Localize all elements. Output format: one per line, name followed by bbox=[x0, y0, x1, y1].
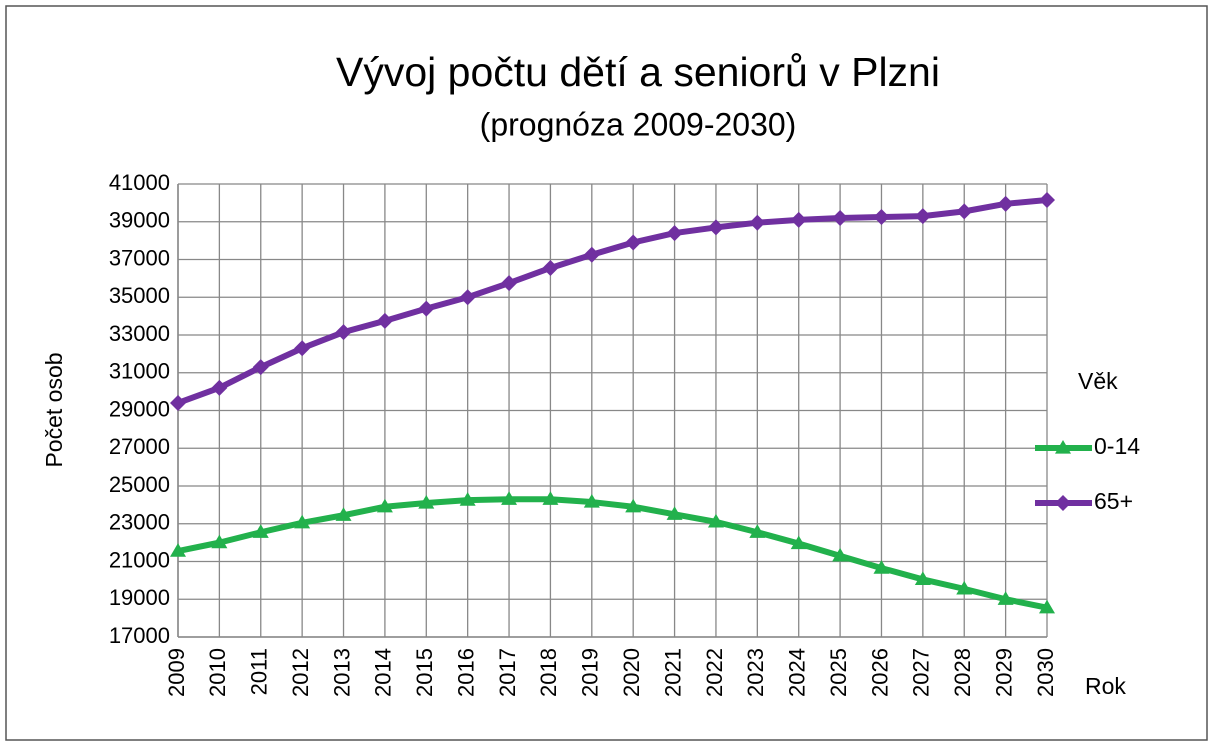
marker bbox=[832, 209, 849, 226]
y-tick-label: 17000 bbox=[109, 623, 170, 648]
marker bbox=[997, 195, 1014, 212]
marker bbox=[376, 498, 393, 513]
x-tick-label: 2010 bbox=[205, 648, 230, 697]
marker bbox=[1055, 440, 1071, 454]
marker bbox=[1055, 495, 1071, 511]
marker bbox=[211, 379, 228, 396]
marker bbox=[294, 340, 311, 357]
chart-title: Vývoj počtu dětí a seniorů v Plzni bbox=[336, 49, 940, 95]
marker bbox=[335, 324, 352, 341]
marker bbox=[211, 534, 228, 549]
y-tick-label: 31000 bbox=[109, 359, 170, 384]
marker bbox=[873, 209, 890, 226]
marker bbox=[252, 524, 269, 538]
x-tick-label: 2011 bbox=[247, 648, 272, 695]
x-tick-label: 2018 bbox=[536, 648, 561, 697]
x-tick-label: 2025 bbox=[826, 648, 851, 697]
chart-subtitle: (prognóza 2009-2030) bbox=[480, 106, 797, 142]
x-tick-label: 2017 bbox=[495, 648, 520, 697]
y-tick-label: 29000 bbox=[109, 396, 170, 421]
marker bbox=[666, 506, 683, 520]
marker bbox=[997, 591, 1014, 605]
y-tick-label: 25000 bbox=[109, 472, 170, 497]
marker bbox=[501, 275, 518, 292]
x-tick-label: 2015 bbox=[412, 648, 437, 697]
x-tick-label: 2024 bbox=[785, 648, 810, 697]
marker bbox=[956, 580, 973, 595]
marker bbox=[1039, 599, 1055, 614]
marker bbox=[707, 219, 724, 236]
marker bbox=[376, 312, 393, 329]
y-tick-label: 21000 bbox=[109, 547, 170, 572]
y-tick-label: 39000 bbox=[109, 208, 170, 233]
marker bbox=[418, 300, 435, 317]
marker bbox=[459, 492, 476, 506]
marker bbox=[790, 535, 807, 550]
x-tick-label: 2022 bbox=[702, 648, 727, 697]
marker bbox=[542, 491, 559, 505]
marker bbox=[873, 560, 890, 574]
marker bbox=[501, 491, 518, 505]
x-axis-label: Rok bbox=[1085, 673, 1126, 699]
x-tick-label: 2028 bbox=[950, 648, 975, 697]
marker bbox=[707, 513, 724, 528]
marker bbox=[170, 394, 186, 411]
marker bbox=[749, 524, 766, 538]
x-tick-label: 2013 bbox=[329, 648, 354, 697]
y-tick-label: 35000 bbox=[109, 283, 170, 308]
marker bbox=[914, 208, 931, 225]
x-tick-label: 2009 bbox=[164, 648, 189, 697]
x-tick-label: 2023 bbox=[743, 648, 768, 697]
series-line bbox=[177, 496, 1048, 611]
y-tick-label: 27000 bbox=[109, 434, 170, 459]
x-tick-label: 2030 bbox=[1033, 648, 1058, 697]
series-line bbox=[176, 197, 1048, 406]
x-tick-label: 2026 bbox=[867, 648, 892, 697]
legend-label: 0-14 bbox=[1094, 433, 1140, 459]
marker bbox=[252, 359, 269, 376]
marker bbox=[459, 289, 476, 306]
marker bbox=[914, 571, 931, 586]
x-tick-label: 2019 bbox=[578, 648, 603, 697]
marker bbox=[625, 498, 642, 513]
y-tick-label: 33000 bbox=[109, 321, 170, 346]
x-tick-label: 2014 bbox=[371, 648, 396, 697]
marker bbox=[749, 214, 766, 231]
legend-title: Věk bbox=[1078, 368, 1118, 394]
y-axis-label: Počet osob bbox=[41, 352, 67, 467]
marker bbox=[1039, 192, 1055, 209]
y-tick-label: 41000 bbox=[109, 170, 170, 195]
x-tick-label: 2012 bbox=[288, 648, 313, 697]
marker bbox=[956, 203, 973, 220]
marker bbox=[790, 211, 807, 228]
x-tick-label: 2020 bbox=[619, 648, 644, 697]
y-tick-label: 37000 bbox=[109, 245, 170, 270]
x-tick-label: 2016 bbox=[453, 648, 478, 697]
marker bbox=[335, 507, 352, 521]
legend-label: 65+ bbox=[1094, 488, 1133, 514]
y-tick-label: 23000 bbox=[109, 510, 170, 535]
marker bbox=[832, 547, 849, 562]
marker bbox=[625, 234, 642, 251]
marker bbox=[666, 225, 683, 242]
marker bbox=[542, 259, 559, 276]
marker bbox=[170, 543, 186, 557]
x-tick-label: 2029 bbox=[991, 648, 1016, 697]
marker bbox=[294, 514, 311, 529]
x-tick-label: 2027 bbox=[909, 648, 934, 697]
x-tick-label: 2021 bbox=[660, 648, 685, 697]
marker bbox=[418, 494, 435, 509]
marker bbox=[583, 246, 600, 263]
marker bbox=[583, 494, 600, 508]
y-tick-label: 19000 bbox=[109, 585, 170, 610]
